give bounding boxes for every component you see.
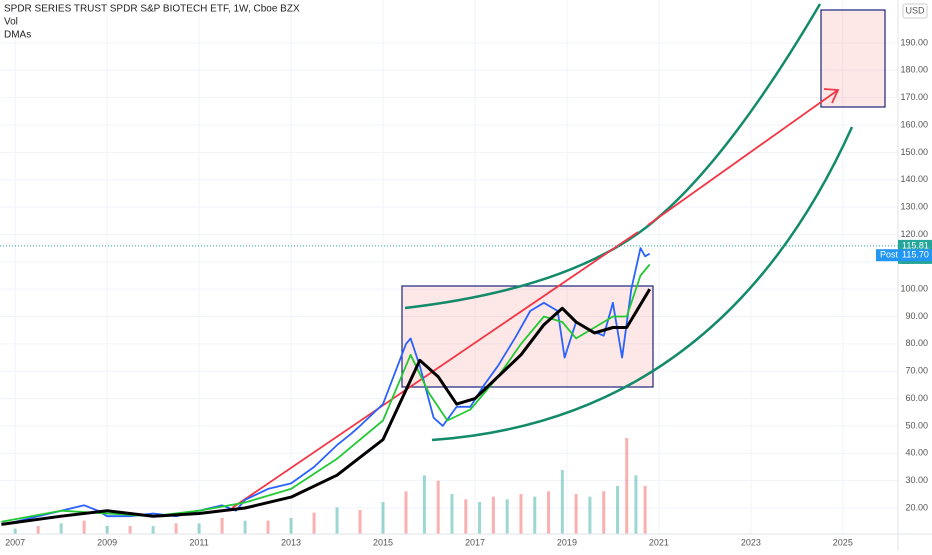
x-tick-label: 2017 [465, 537, 485, 547]
last-price-tag [898, 239, 932, 252]
axes: 20.00 30.00 40.00 50.00 60.00 70.00 80.00 90.00… [5, 37, 932, 547]
y-tick-label: 90.00 [905, 311, 928, 321]
lower-curve [431, 126, 854, 442]
volume-bar [464, 499, 468, 534]
y-tick-label: 180.00 [900, 65, 928, 75]
y-tick-label: 190.00 [900, 37, 928, 47]
volume [13, 438, 647, 534]
volume-bar [436, 480, 440, 534]
target-box [820, 9, 886, 108]
arrow-line [647, 89, 839, 226]
volume-bar [450, 494, 454, 534]
y-tick-label: 80.00 [905, 338, 928, 348]
post-tag [876, 249, 932, 262]
volume-bar [82, 520, 86, 534]
indicator: Vol [4, 17, 18, 28]
y-tick-label: 60.00 [905, 393, 928, 403]
chart-title: SPDR SERIES TRUST SPDR S&P BIOTECH ETF, … [4, 4, 300, 15]
volume-bar [560, 470, 564, 534]
series-line [1, 263, 651, 523]
y-tick-label: 50.00 [905, 420, 928, 430]
y-axis-bg [898, 0, 932, 550]
y-tick-label: 130.00 [900, 201, 928, 211]
volume-bar [151, 526, 155, 534]
volume-bar [533, 496, 537, 534]
volume-bar [358, 510, 362, 534]
volume-bar [547, 491, 551, 534]
volume-bar [312, 512, 316, 534]
volume-bar [335, 507, 339, 534]
volume-bar [643, 486, 647, 534]
volume-bar [289, 518, 293, 534]
x-tick-label: 2015 [373, 537, 393, 547]
currency: USD [905, 5, 925, 15]
y-tick-label: 120.00 [900, 229, 928, 239]
volume-bar [59, 523, 63, 534]
post-label: Post [880, 250, 899, 260]
y-tick-label: 40.00 [905, 448, 928, 458]
currency-box[interactable] [902, 3, 928, 19]
x-tick-label: 2011 [189, 537, 208, 547]
volume-bar [634, 475, 638, 534]
x-tick-label: 2023 [741, 537, 761, 547]
y-tick-label: 160.00 [900, 119, 928, 129]
x-tick-label: 2009 [97, 537, 117, 547]
volume-bar [105, 526, 109, 534]
volume-bar [616, 486, 620, 534]
volume-bar [266, 520, 270, 534]
volume-bar [491, 496, 495, 534]
volume-bar [602, 491, 606, 534]
y-tick-label: 20.00 [905, 502, 928, 512]
volume-bar [505, 499, 509, 534]
volume-bar [220, 518, 224, 534]
x-tick-label: 2019 [557, 537, 577, 547]
volume-bar [625, 438, 629, 534]
post-price: 115.70 [902, 250, 929, 260]
x-tick-label: 2013 [281, 537, 301, 547]
y-tick-label: 100.00 [900, 284, 928, 294]
volume-bar [197, 523, 201, 534]
y-tick-label: 70.00 [905, 366, 928, 376]
x-tick-label: 2025 [833, 537, 853, 547]
series-line [1, 288, 651, 526]
y-tick-label: 170.00 [900, 92, 928, 102]
volume-bar [588, 496, 592, 534]
upper-curve [404, 3, 822, 310]
volume-bar [13, 528, 17, 534]
arrow-head [823, 88, 840, 104]
x-tick-label: 2007 [5, 537, 25, 547]
y-tick-label: 30.00 [905, 475, 928, 485]
volume-bar [243, 520, 247, 534]
last-price: 115.81 [902, 240, 929, 250]
volume-bar [574, 494, 578, 534]
volume-bar [128, 526, 132, 534]
volume-bar [519, 494, 523, 534]
volume-bar [381, 502, 385, 534]
volume-bar [36, 526, 40, 534]
trend-line [231, 231, 639, 509]
x-tick-label: 2021 [649, 537, 669, 547]
y-tick-label: 150.00 [900, 147, 928, 157]
grid [0, 0, 898, 534]
volume-bar [174, 523, 178, 534]
indicator: DMAs [4, 30, 31, 41]
volume-bar [422, 475, 426, 534]
y-tick-label: 140.00 [900, 174, 928, 184]
volume-bar [404, 491, 408, 534]
volume-bar [478, 502, 482, 534]
series-group [0, 245, 898, 526]
